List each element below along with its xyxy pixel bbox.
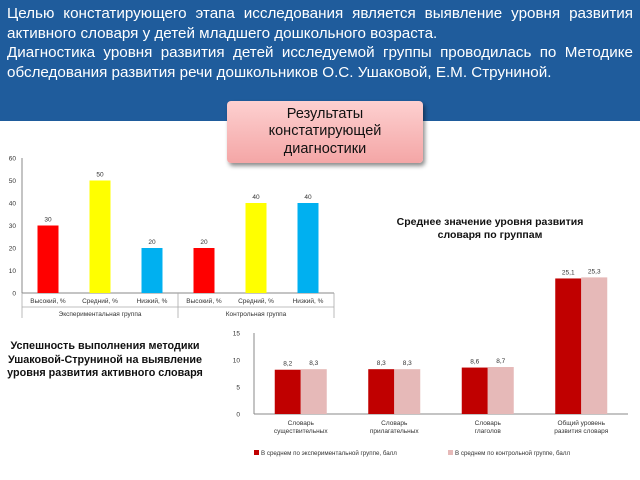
chart2-y-tick-label: 5 [236,385,240,392]
chart1-category-label: Низкий, % [137,297,168,305]
chart1-bar [297,203,319,293]
chart1-y-tick-label: 50 [9,178,17,185]
chart2-legend-swatch [448,450,453,455]
results-title-box: Результаты констатирующей диагностики [227,101,423,163]
chart2-category-label: Словарь [381,420,408,427]
chart1-bar [193,248,215,293]
chart2-value-label: 8,3 [377,360,386,367]
chart2-bar [487,367,514,414]
chart2-value-label: 8,6 [470,359,479,366]
chart2-bar [461,367,488,414]
chart2-category-label: развития словаря [554,428,608,435]
chart1-category-label: Высокий, % [30,297,66,305]
level-distribution-chart: 0 10 20 30 40 50 60 30 Высокий, % 50 Средний, % 20 Н… [9,156,335,318]
chart2-value-label: 25,3 [588,268,601,275]
chart2-category-label: глаголов [475,428,502,435]
chart1-value-label: 40 [304,194,312,201]
chart1-y-tick-label: 60 [9,156,17,163]
chart2-bar [274,369,301,414]
average-chart-title: Среднее значение уровня развития словаря… [396,216,584,241]
chart1-category-label: Средний, % [238,297,274,305]
chart1-value-label: 20 [200,239,208,246]
chart2-value-label: 8,7 [496,358,505,365]
chart2-value-label: 25,1 [562,269,575,276]
chart2-y-tick-label: 0 [236,412,240,419]
chart2-value-label: 8,3 [309,360,318,367]
chart2-legend-label: В среднем по контрольной группе, балл [455,450,570,457]
chart2-value-label: 8,3 [403,360,412,367]
chart1-y-tick-label: 40 [9,201,17,208]
success-chart-title: Успешность выполнения методики Ушаковой-… [7,340,203,379]
chart2-bar [368,369,395,414]
chart1-bar [245,203,267,293]
chart2-bar [300,369,327,414]
chart2-category-label: Словарь [475,420,502,427]
chart1-group-label: Экспериментальная группа [59,311,142,318]
results-title-label: Результаты констатирующей диагностики [268,105,382,157]
chart2-bar [581,277,608,414]
chart1-y-tick-label: 30 [9,223,17,230]
chart2-y-tick-label: 15 [233,331,241,338]
chart1-group-label: Контрольная группа [226,311,287,318]
chart1-value-label: 50 [96,172,104,179]
chart1-y-tick-label: 20 [9,246,17,253]
header-paragraph-method: Диагностика уровня развития детей исслед… [7,44,633,81]
chart1-value-label: 40 [252,194,260,201]
chart2-category-label: Общий уровень [557,419,605,427]
header-paragraph-goal: Целью констатирующего этапа исследования… [7,5,633,42]
chart1-category-label: Низкий, % [293,297,324,305]
chart2-y-tick-label: 10 [233,358,241,365]
chart2-category-label: существительных [274,428,328,435]
header-text: Целью констатирующего этапа исследования… [7,4,633,82]
chart1-y-tick-label: 0 [12,291,16,298]
chart2-value-label: 8,2 [283,361,292,368]
chart1-value-label: 20 [148,239,156,246]
chart1-bar [89,180,111,293]
chart1-category-label: Высокий, % [186,297,222,305]
chart2-bar [555,278,582,414]
chart2-bar [394,369,421,414]
chart1-bar [141,248,163,293]
chart1-bar [37,225,59,293]
chart2-legend-swatch [254,450,259,455]
chart2-legend-label: В среднем по экспериментальной группе, б… [261,450,397,457]
header-banner: Целью констатирующего этапа исследования… [0,0,640,121]
chart1-category-label: Средний, % [82,297,118,305]
chart1-y-tick-label: 10 [9,268,17,275]
chart2-category-label: прилагательных [370,428,420,435]
chart1-value-label: 30 [44,217,52,224]
chart2-category-label: Словарь [288,420,315,427]
